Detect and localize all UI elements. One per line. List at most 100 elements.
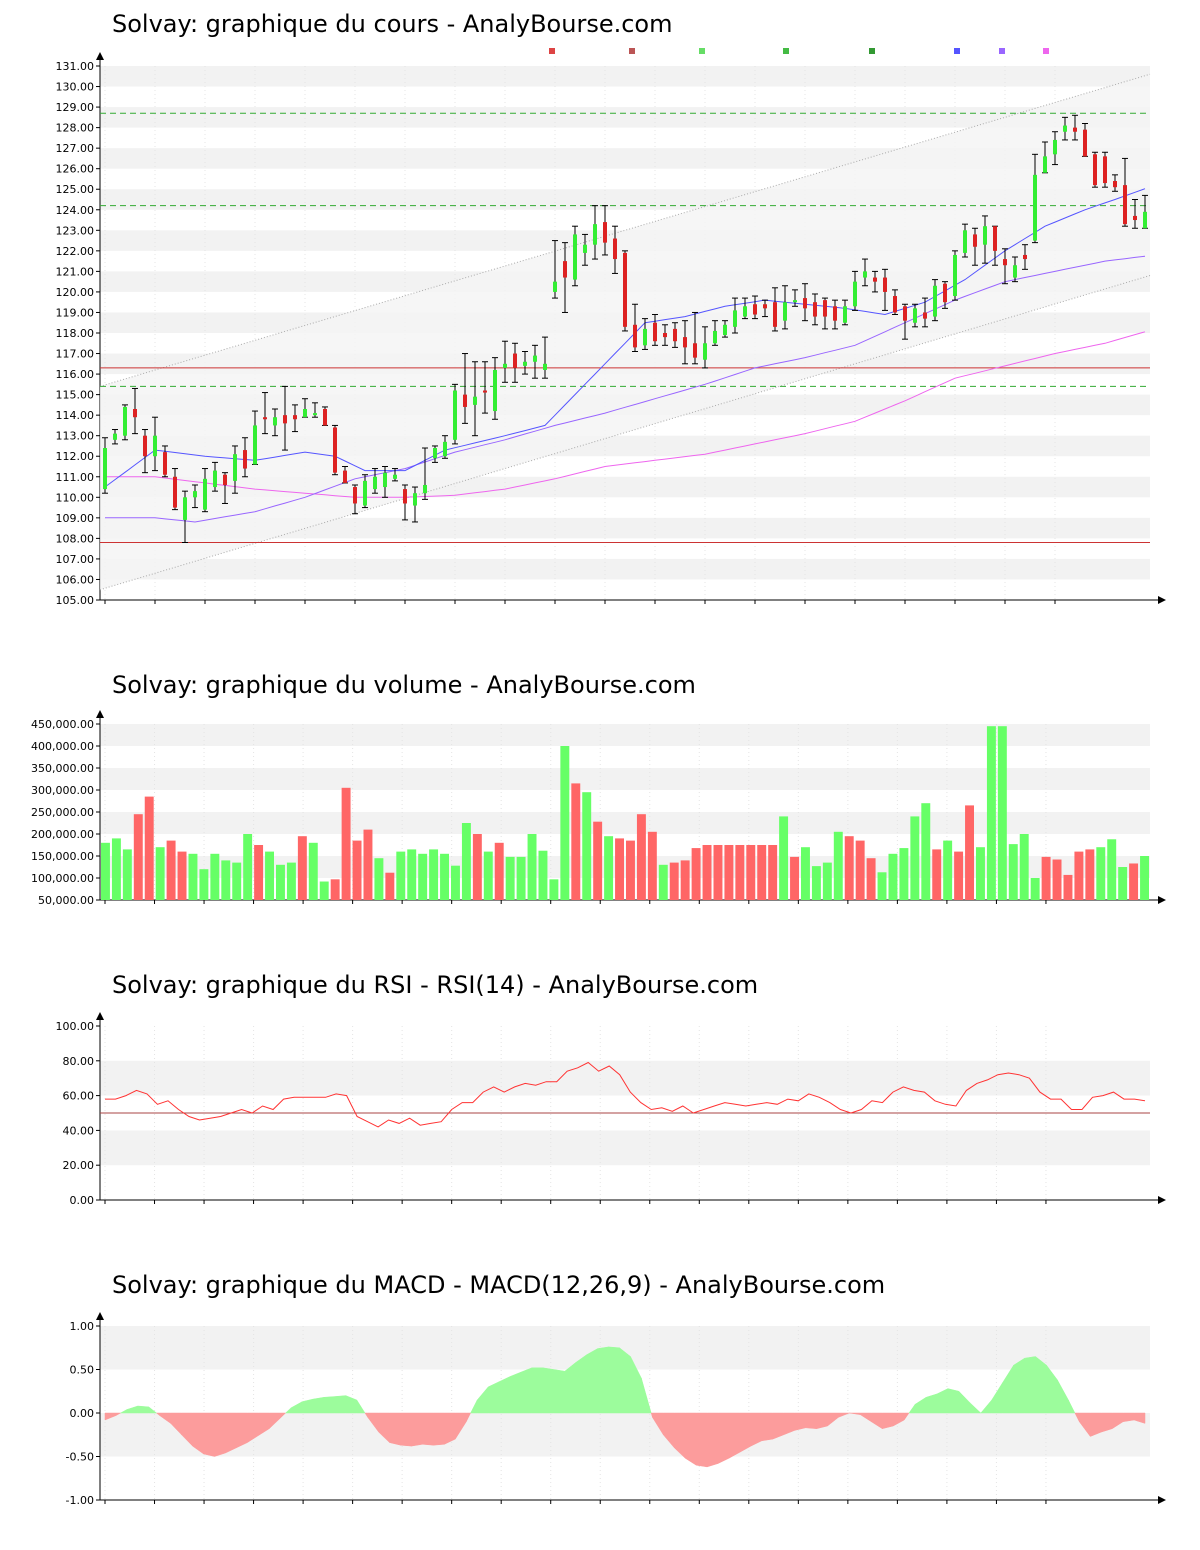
- volume-bar: [986, 726, 996, 900]
- candle-body: [713, 330, 717, 344]
- legend-swatch: [999, 48, 1005, 54]
- macd-area-segment: [1057, 1379, 1069, 1414]
- candle-body: [643, 328, 647, 346]
- volume-bar: [1074, 851, 1084, 900]
- candle-body: [203, 478, 207, 510]
- volume-bar: [374, 858, 384, 900]
- volume-bar: [1030, 878, 1040, 900]
- candle-body: [543, 363, 547, 370]
- volume-bar: [833, 831, 843, 900]
- mm100-line: [105, 331, 1146, 498]
- volume-bar: [122, 849, 132, 900]
- candle-body: [303, 408, 307, 418]
- candle-body: [493, 369, 497, 412]
- volume-bar: [538, 850, 548, 900]
- macd-area-segment: [739, 1412, 752, 1453]
- volume-bar: [221, 860, 231, 900]
- volume-bar: [440, 853, 449, 900]
- candle-body: [373, 476, 377, 490]
- macd-area-segment: [470, 1399, 478, 1414]
- candle-body: [583, 244, 587, 253]
- candle-body: [753, 304, 757, 315]
- macd-area-segment: [509, 1371, 522, 1414]
- macd-area-segment: [1122, 1412, 1135, 1422]
- volume-bar: [746, 845, 756, 900]
- mm50-line: [105, 255, 1146, 523]
- candle-body: [173, 476, 177, 508]
- candle-body: [433, 448, 437, 459]
- y-tick-label: 130.00: [56, 81, 95, 94]
- y-tick-label: 109.00: [56, 512, 95, 525]
- macd-area-segment: [1046, 1364, 1058, 1414]
- volume-bar: [276, 864, 285, 900]
- macd-area-segment: [137, 1405, 150, 1414]
- volume-bar: [461, 823, 471, 900]
- macd-area-segment: [1100, 1412, 1113, 1433]
- macd-area-segment: [487, 1381, 500, 1414]
- volume-bar: [811, 866, 821, 900]
- macd-area-segment: [695, 1412, 708, 1468]
- y-tick-label: 80.00: [63, 1055, 95, 1068]
- candle-body: [163, 452, 167, 475]
- volume-bar: [429, 849, 439, 900]
- volume-bar: [997, 726, 1007, 900]
- macd-area-segment: [203, 1412, 215, 1457]
- y-axis-arrow: [96, 710, 104, 718]
- y-tick-label: 129.00: [56, 101, 95, 114]
- volume-bar: [888, 853, 898, 900]
- macd-area-segment: [119, 1409, 128, 1414]
- y-tick-label: 60.00: [63, 1090, 95, 1103]
- candle-body: [943, 283, 947, 303]
- macd-area-segment: [553, 1369, 566, 1414]
- candle-body: [473, 396, 477, 405]
- y-axis-arrow: [96, 52, 104, 60]
- volume-bar: [801, 847, 810, 900]
- volume-bar: [1019, 834, 1029, 900]
- y-tick-label: 105.00: [56, 594, 95, 607]
- volume-bar: [560, 746, 570, 900]
- candle-body: [973, 234, 977, 247]
- y-tick-label: 150,000.00: [31, 850, 94, 863]
- candle-body: [863, 271, 867, 278]
- candle-body: [483, 390, 487, 393]
- y-tick-label: 200,000.00: [31, 828, 94, 841]
- candle-body: [633, 324, 637, 348]
- candle-body: [113, 433, 117, 440]
- macd-area-segment: [323, 1396, 336, 1414]
- volume-bar: [472, 834, 482, 900]
- macd-area-segment: [1024, 1356, 1036, 1414]
- macd-area-segment: [400, 1412, 412, 1447]
- volume-bar: [658, 864, 668, 900]
- macd-area-segment: [279, 1412, 287, 1419]
- macd-area-segment: [728, 1412, 741, 1459]
- y-tick-label: 124.00: [56, 204, 95, 217]
- price-chart: 105.00 106.00 107.00 108.00 109.00 110.00 111.…: [56, 48, 1166, 607]
- candle-body: [1053, 139, 1057, 155]
- candle-body: [383, 472, 387, 488]
- volume-bar: [199, 869, 209, 900]
- macd-area-segment: [564, 1361, 576, 1414]
- volume-bar: [330, 879, 340, 900]
- volume-bar: [1085, 849, 1095, 900]
- candle-body: [743, 306, 747, 317]
- candle-body: [1073, 127, 1077, 132]
- candle-body: [933, 285, 937, 317]
- volume-bar: [232, 862, 242, 900]
- volume-bar: [254, 845, 264, 900]
- candle-body: [533, 355, 537, 362]
- candle-body: [1133, 215, 1137, 221]
- macd-chart-title: Solvay: graphique du MACD - MACD(12,26,9…: [112, 1271, 886, 1299]
- candle-body: [1103, 156, 1107, 184]
- volume-bar: [407, 849, 417, 900]
- candle-body: [193, 491, 197, 498]
- macd-area-segment: [958, 1390, 971, 1414]
- candle-body: [903, 306, 907, 321]
- candle-body: [893, 296, 897, 313]
- y-tick-label: 106.00: [56, 573, 95, 586]
- y-tick-label: 1.00: [70, 1320, 95, 1333]
- volume-bar: [713, 845, 723, 900]
- volume-bar: [111, 838, 121, 900]
- volume-bar: [1107, 839, 1117, 900]
